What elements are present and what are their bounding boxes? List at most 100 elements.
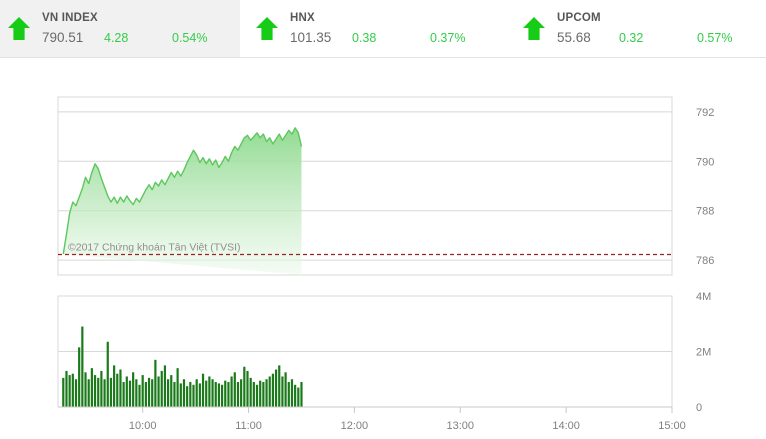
volume-bar: [236, 382, 240, 407]
index-summary-header: VN INDEX 790.51 4.28 0.54% HNX 101.35 0.…: [0, 0, 766, 58]
volume-bar: [113, 365, 116, 408]
volume-bar: [195, 379, 198, 407]
intraday-chart[interactable]: ©2017 Chứng khoán Tân Việt (TVSI) 792 790…: [0, 58, 766, 439]
volume-bar: [262, 382, 265, 407]
volume-bar: [233, 372, 236, 407]
volume-bar: [154, 359, 157, 407]
index-value: 55.68: [557, 30, 591, 45]
volume-bar: [163, 365, 167, 408]
volume-bar: [78, 347, 81, 407]
price-axis-labels: 792 790 788 786: [696, 107, 714, 267]
volume-axis-tick: 0: [696, 402, 702, 414]
index-change: 0.38: [352, 31, 377, 45]
volume-bar: [214, 382, 217, 407]
volume-bar: [201, 373, 205, 407]
volume-bar: [135, 379, 138, 407]
price-axis-tick: 790: [696, 156, 714, 168]
volume-bar: [170, 375, 173, 407]
index-text-block: HNX 101.35 0.38 0.37%: [290, 6, 465, 52]
volume-bar: [68, 375, 71, 407]
volume-bar: [157, 376, 160, 408]
copyright-watermark: ©2017 Chứng khoán Tân Việt (TVSI): [68, 241, 241, 253]
volume-bar: [144, 382, 147, 407]
volume-bar: [259, 380, 262, 407]
volume-bar: [167, 379, 170, 407]
index-name: VN INDEX: [42, 12, 98, 24]
volume-bar: [138, 384, 141, 407]
price-axis-tick: 792: [696, 107, 714, 119]
volume-bar: [265, 379, 268, 407]
price-line: [62, 127, 303, 255]
volume-bar: [297, 387, 300, 407]
volume-bar: [278, 365, 281, 408]
time-axis: 10:00 11:00 12:00 13:00 14:00 15:00: [58, 406, 686, 432]
index-values-row: 55.68 0.32 0.57%: [557, 29, 732, 47]
index-change-percent: 0.37%: [430, 31, 466, 45]
volume-bar: [125, 376, 128, 408]
index-panel-hnx[interactable]: HNX 101.35 0.38 0.37%: [240, 0, 495, 57]
volume-bar: [220, 384, 224, 407]
volume-bar: [249, 377, 252, 407]
time-axis-tick: 10:00: [129, 420, 157, 432]
index-panel-vn-index[interactable]: VN INDEX 790.51 4.28 0.54%: [0, 0, 240, 57]
price-axis-tick: 788: [696, 206, 714, 218]
index-value: 101.35: [290, 30, 332, 45]
volume-bar: [211, 379, 214, 407]
volume-axis-tick: 2M: [696, 347, 711, 359]
volume-bar: [173, 382, 176, 407]
arrow-up-icon: [250, 15, 284, 43]
volume-bar: [198, 383, 201, 407]
volume-bar: [90, 368, 93, 407]
index-value: 790.51: [42, 30, 84, 45]
volume-bar: [74, 379, 78, 407]
volume-bar: [186, 386, 189, 407]
volume-bar: [116, 373, 119, 407]
volume-bar: [179, 383, 182, 407]
volume-bar: [65, 370, 68, 408]
index-change-percent: 0.57%: [697, 31, 733, 45]
volume-bar: [93, 375, 97, 407]
index-change: 0.32: [619, 31, 644, 45]
time-axis-tick: 15:00: [658, 420, 686, 432]
index-change-percent: 0.54%: [172, 31, 208, 45]
index-name: HNX: [290, 12, 315, 24]
volume-bar: [294, 384, 297, 407]
volume-bar: [147, 377, 151, 407]
price-axis-tick: 786: [696, 255, 714, 267]
volume-bar: [240, 379, 243, 407]
volume-bar: [205, 380, 208, 407]
arrow-up-icon: [2, 15, 36, 43]
volume-bar: [281, 376, 284, 408]
index-panel-upcom[interactable]: UPCOM 55.68 0.32 0.57%: [495, 0, 766, 57]
volume-bar: [300, 382, 303, 407]
volume-bar: [192, 384, 195, 407]
index-change: 4.28: [104, 31, 129, 45]
volume-bar: [274, 369, 278, 407]
volume-bar: [255, 384, 259, 407]
volume-bar: [106, 341, 109, 407]
volume-bar: [176, 368, 179, 407]
volume-bar: [224, 380, 227, 407]
volume-axis-tick: 4M: [696, 291, 711, 303]
volume-bar: [268, 376, 271, 408]
volume-bar: [62, 377, 65, 407]
volume-bar: [243, 366, 246, 407]
volume-bar: [217, 383, 221, 407]
volume-bar: [160, 370, 163, 408]
time-axis-tick: 12:00: [341, 420, 369, 432]
volume-bar: [81, 326, 84, 407]
volume-bars: [62, 326, 303, 408]
volume-bar: [227, 382, 230, 407]
volume-bar: [287, 382, 290, 407]
time-axis-labels: 10:00 11:00 12:00 13:00 14:00 15:00: [129, 407, 686, 432]
volume-bar: [122, 382, 125, 407]
index-text-block: UPCOM 55.68 0.32 0.57%: [557, 6, 732, 52]
volume-bar: [84, 372, 87, 407]
volume-bar: [132, 372, 135, 407]
index-name: UPCOM: [557, 12, 601, 24]
time-axis-tick: 11:00: [235, 420, 262, 432]
volume-bar: [182, 379, 186, 407]
price-panel: ©2017 Chứng khoán Tân Việt (TVSI) 792 790…: [57, 96, 714, 276]
index-text-block: VN INDEX 790.51 4.28 0.54%: [42, 6, 207, 52]
volume-bar: [290, 379, 294, 407]
